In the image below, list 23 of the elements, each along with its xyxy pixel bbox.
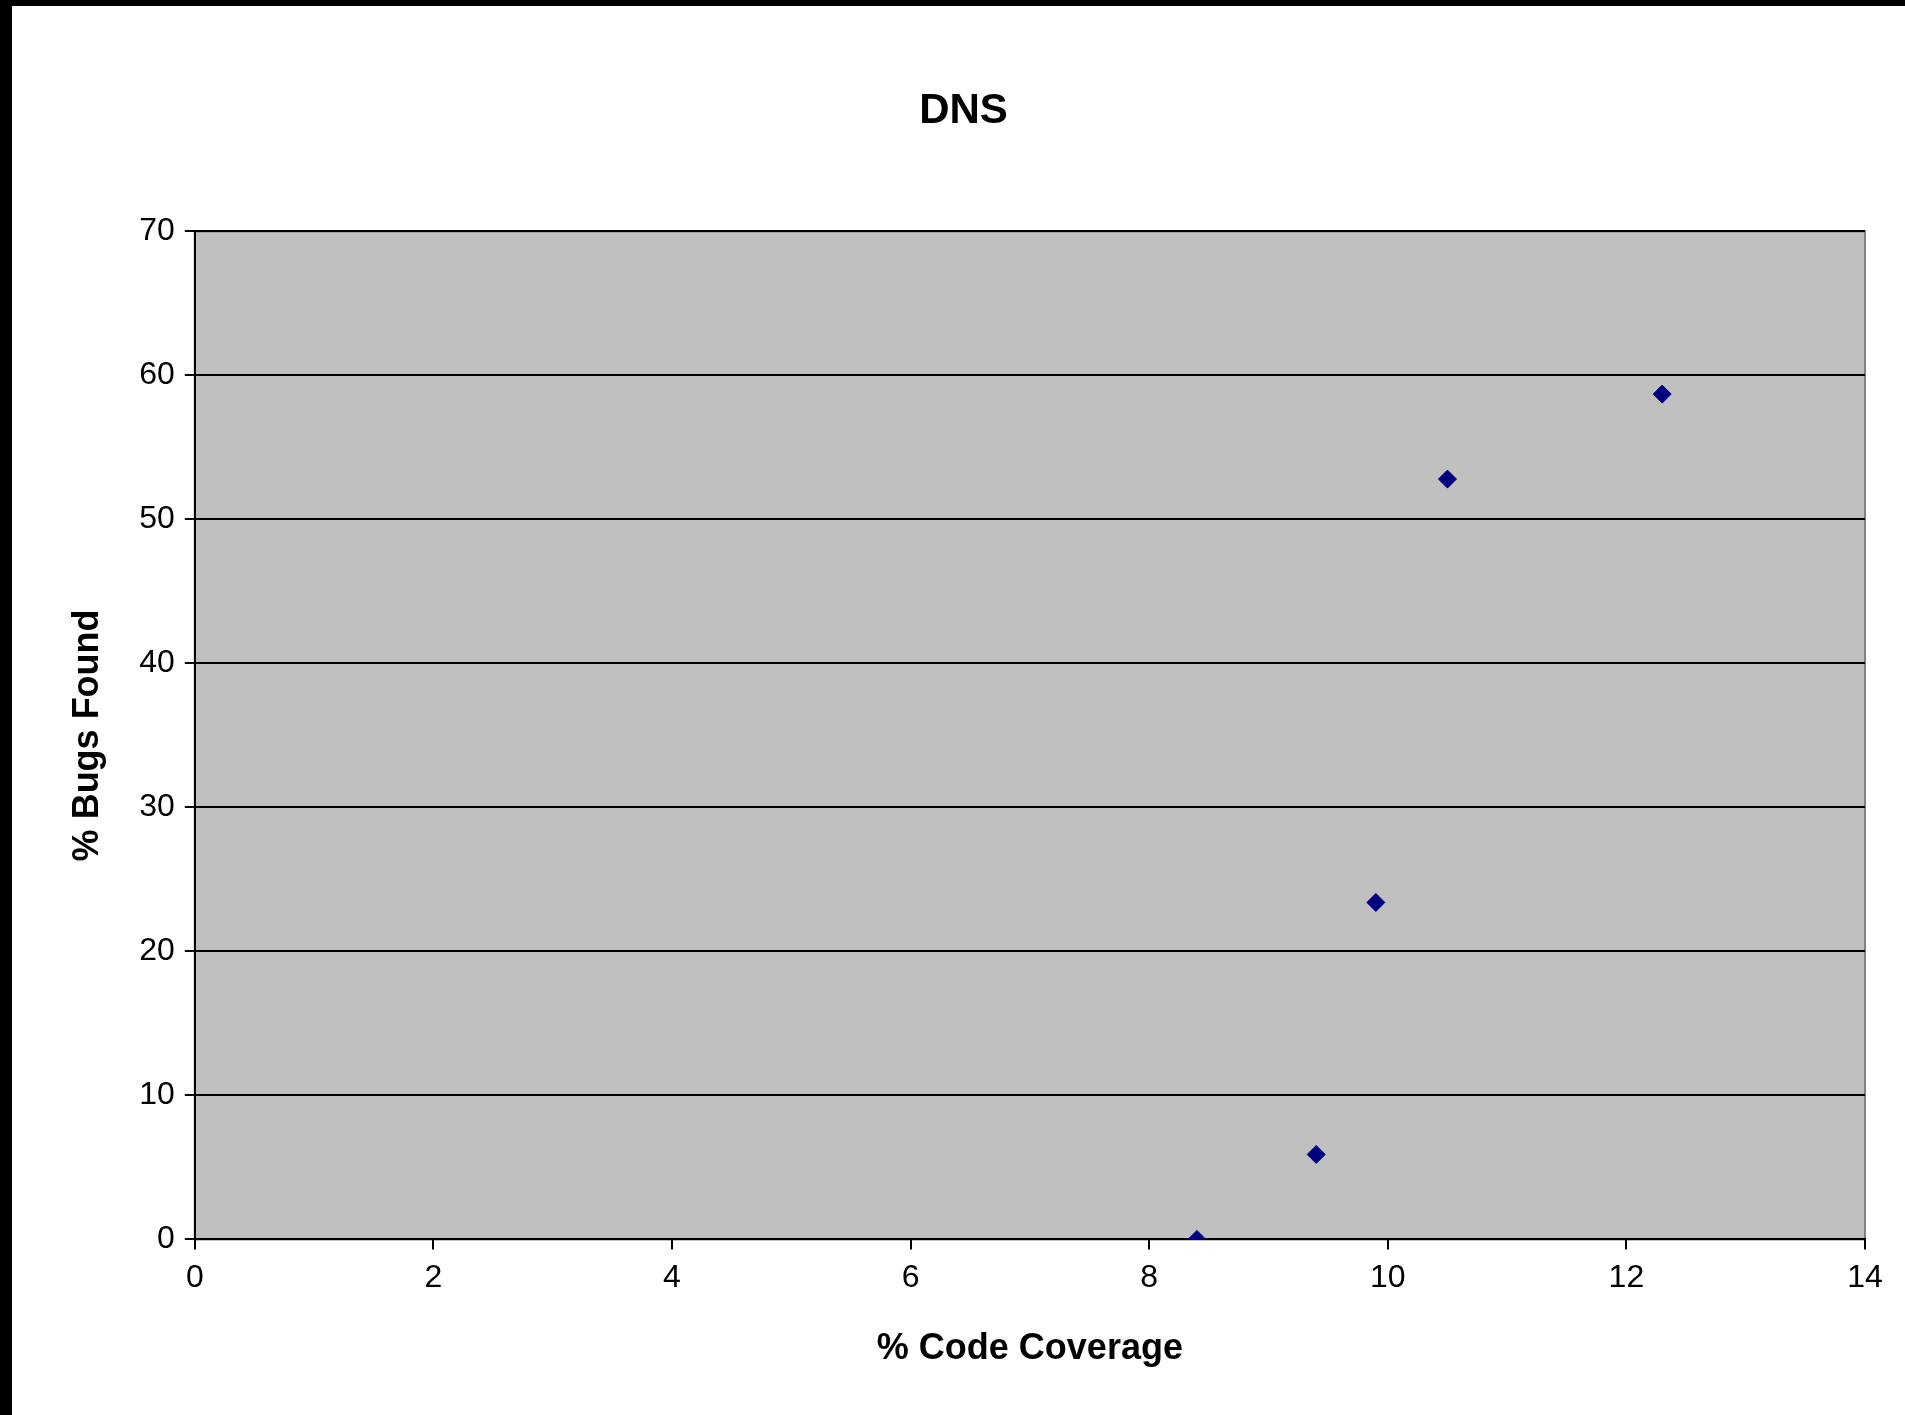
x-tick-label: 12 [1608,1258,1645,1295]
y-tick-label: 10 [139,1075,175,1112]
y-tick-label: 40 [139,643,175,680]
chart-title: DNS [919,84,1008,132]
y-tick-label: 20 [139,931,175,968]
x-tick-label: 10 [1370,1258,1406,1295]
x-tick-label: 4 [663,1258,681,1295]
y-tick-label: 70 [139,211,175,248]
point [1437,469,1457,489]
x-tick-label: 0 [185,1258,204,1295]
point [1652,384,1672,404]
y-axis-title: % Bugs Found [64,609,106,862]
x-axis-title: % Code Coverage [876,1326,1183,1368]
point [1366,892,1386,912]
x-tick-label: 8 [1140,1258,1159,1295]
y-tick-label: 50 [139,499,175,536]
y-tick-label: 60 [139,355,175,392]
x-tick-label: 2 [424,1258,443,1295]
x-tick-label: 6 [901,1258,920,1295]
point [1306,1144,1326,1164]
y-tick-label: 30 [139,787,175,824]
x-tick-label: 14 [1847,1258,1883,1295]
y-tick-label: 0 [157,1219,175,1256]
